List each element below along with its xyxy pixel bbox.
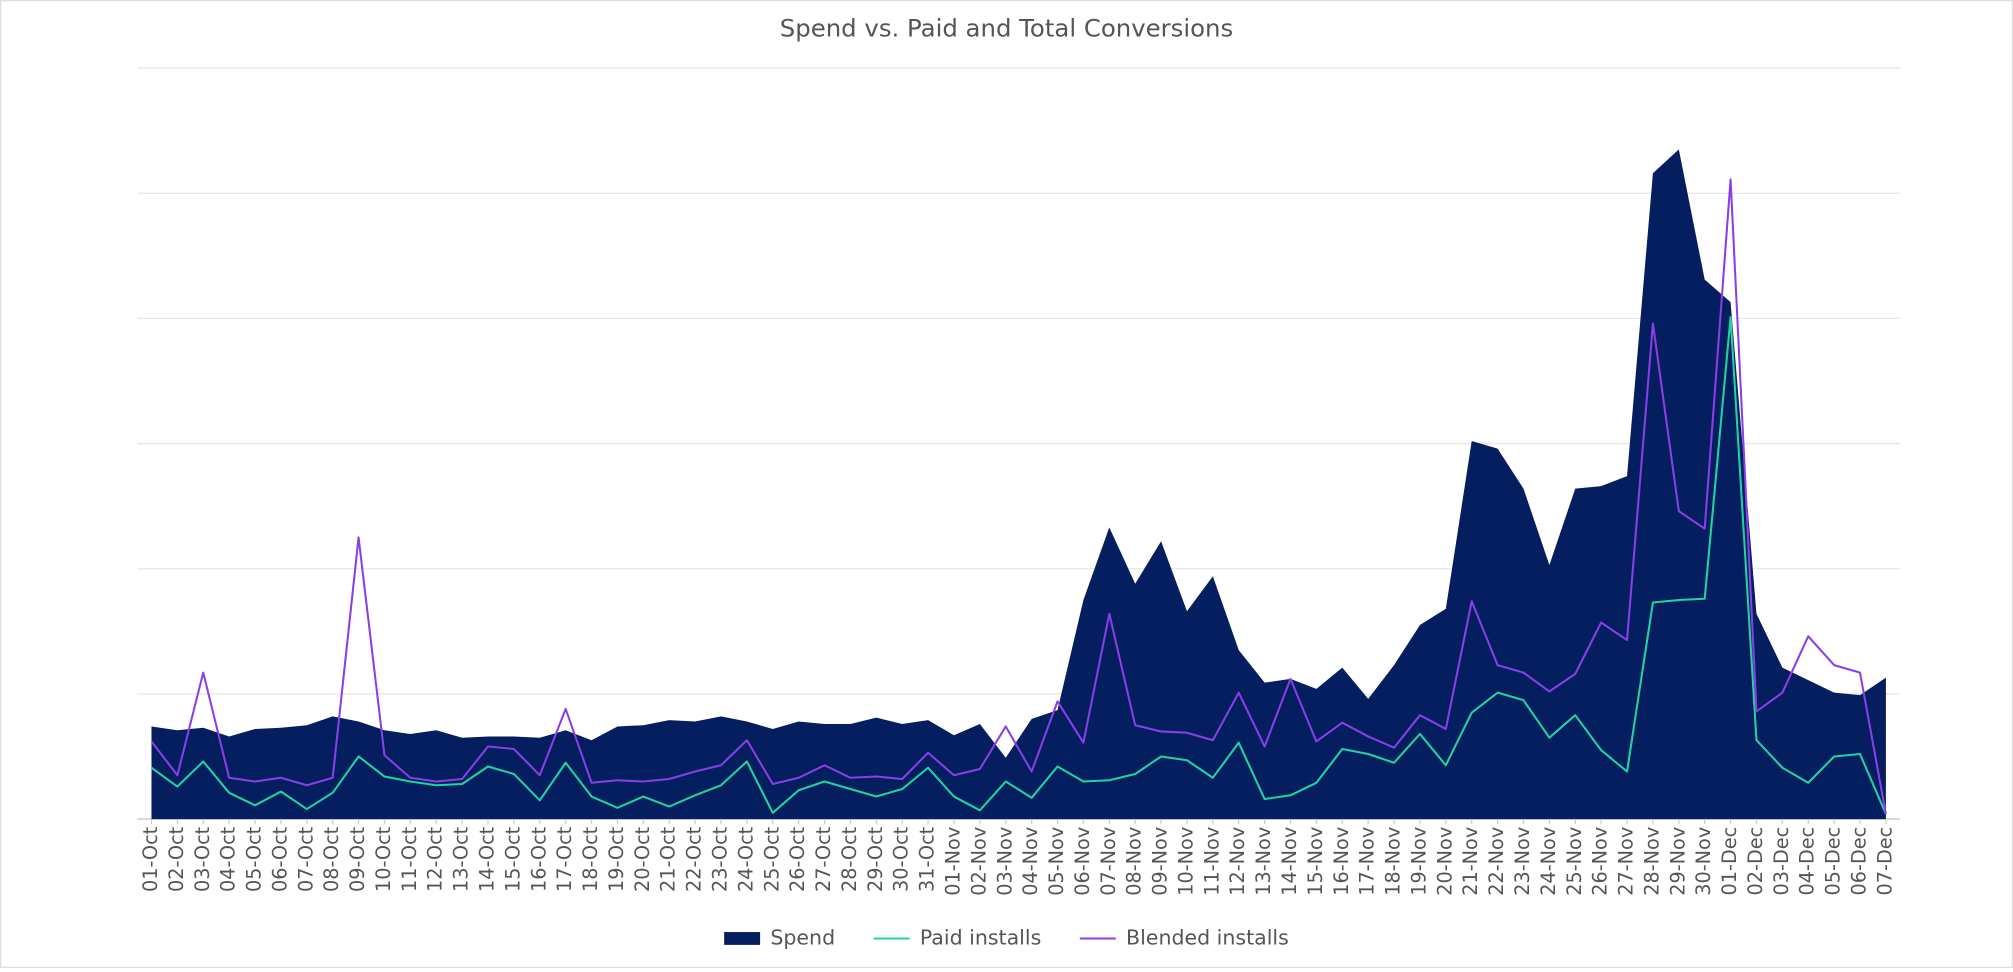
x-tick-label: 05-Dec [1822, 827, 1845, 896]
x-tick-label: 07-Nov [1097, 827, 1120, 896]
x-tick-label: 17-Nov [1356, 827, 1379, 896]
x-tick-label: 13-Oct [450, 826, 473, 892]
plot [150, 149, 1887, 820]
x-tick-label: 23-Nov [1511, 827, 1534, 896]
x-tick-label: 27-Nov [1615, 827, 1638, 896]
legend: Spend Paid installs Blended installs [724, 925, 1289, 949]
legend-label: Paid installs [920, 925, 1041, 949]
x-tick-label: 16-Oct [527, 826, 550, 892]
x-tick-label: 21-Nov [1459, 827, 1482, 896]
x-tick-label: 16-Nov [1330, 827, 1353, 896]
x-tick-label: 14-Nov [1278, 827, 1301, 896]
x-tick-label: 08-Oct [320, 826, 343, 892]
x-tick-label: 19-Oct [605, 826, 628, 892]
x-tick-label: 08-Nov [1123, 827, 1146, 896]
legend-item: Paid installs [873, 925, 1041, 949]
x-tick-label: 04-Dec [1796, 827, 1819, 896]
x-tick-label: 03-Dec [1770, 827, 1793, 896]
x-tick-label: 25-Nov [1563, 827, 1586, 896]
x-tick-label: 04-Nov [1019, 827, 1042, 896]
x-tick-label: 05-Nov [1045, 827, 1068, 896]
x-tick-label: 12-Nov [1226, 827, 1249, 896]
x-tick-label: 26-Oct [786, 826, 809, 892]
x-tick-label: 20-Oct [631, 826, 654, 892]
x-tick-label: 04-Oct [217, 826, 240, 892]
x-tick-label: 20-Nov [1433, 827, 1456, 896]
x-tick-label: 15-Oct [501, 826, 524, 892]
x-tick-label: 19-Nov [1407, 827, 1430, 896]
x-tick-label: 06-Oct [268, 826, 291, 892]
x-tick-label: 15-Nov [1304, 827, 1327, 896]
x-tick-label: 05-Oct [243, 826, 266, 892]
x-tick-label: 22-Oct [683, 826, 706, 892]
x-tick-label: 24-Oct [734, 826, 757, 892]
x-tick-label: 31-Oct [916, 826, 939, 892]
x-tick-label: 24-Nov [1537, 827, 1560, 896]
x-tick-label: 18-Nov [1382, 827, 1405, 896]
x-tick-label: 01-Oct [139, 826, 162, 892]
legend-item: Blended installs [1079, 925, 1289, 949]
area [151, 149, 1886, 820]
line [150, 178, 1887, 815]
x-tick-label: 28-Nov [1640, 827, 1663, 896]
x-tick-label: 28-Oct [838, 826, 861, 892]
x-tick-label: 06-Nov [1071, 827, 1094, 896]
x-tick-label: 22-Nov [1485, 827, 1508, 896]
x-tick-label: 12-Oct [424, 826, 447, 892]
x-tick-label: 13-Nov [1252, 827, 1275, 896]
x-tick-label: 01-Nov [941, 827, 964, 896]
x-tick-label: 25-Oct [760, 826, 783, 892]
x-tick-label: 02-Oct [165, 826, 188, 892]
x-tick-label: 23-Oct [708, 826, 731, 892]
legend-label: Spend [770, 925, 835, 949]
x-tick-label: 11-Nov [1200, 827, 1223, 896]
x-tick-label: 29-Oct [864, 826, 887, 892]
x-tick-label: 30-Nov [1692, 827, 1715, 896]
x-tick-label: 01-Dec [1718, 827, 1741, 896]
x-tick-label: 02-Dec [1744, 827, 1767, 896]
x-tick-label: 10-Nov [1174, 827, 1197, 896]
line [150, 316, 1887, 815]
x-tick-label: 07-Oct [294, 826, 317, 892]
x-tick-label: 02-Nov [967, 827, 990, 896]
x-tick-label: 09-Oct [346, 826, 369, 892]
x-tick-label: 18-Oct [579, 826, 602, 892]
x-tick-label: 26-Nov [1589, 827, 1612, 896]
x-tick-label: 17-Oct [553, 826, 576, 892]
legend-swatch [724, 932, 761, 945]
x-tick-label: 06-Dec [1848, 827, 1871, 896]
x-tick-label: 03-Oct [191, 826, 214, 892]
x-tick-label: 09-Nov [1149, 827, 1172, 896]
chart-title: Spend vs. Paid and Total Conversions [780, 14, 1233, 43]
x-tick-label: 11-Oct [398, 826, 421, 892]
x-tick-label: 07-Dec [1873, 827, 1896, 896]
legend-item: Spend [724, 925, 835, 949]
x-tick-label: 30-Oct [890, 826, 913, 892]
legend-label: Blended installs [1126, 925, 1289, 949]
x-tick-label: 27-Oct [812, 826, 835, 892]
x-tick-label: 14-Oct [476, 826, 499, 892]
x-tick-label: 10-Oct [372, 826, 395, 892]
x-tick-label: 29-Nov [1666, 827, 1689, 896]
x-axis: 01-Oct 02-Oct 03-Oct 04-Oct 05-Oct 06-Oct 07-O… [139, 819, 1896, 896]
x-tick-label: 03-Nov [993, 827, 1016, 896]
x-tick-label: 21-Oct [657, 826, 680, 892]
